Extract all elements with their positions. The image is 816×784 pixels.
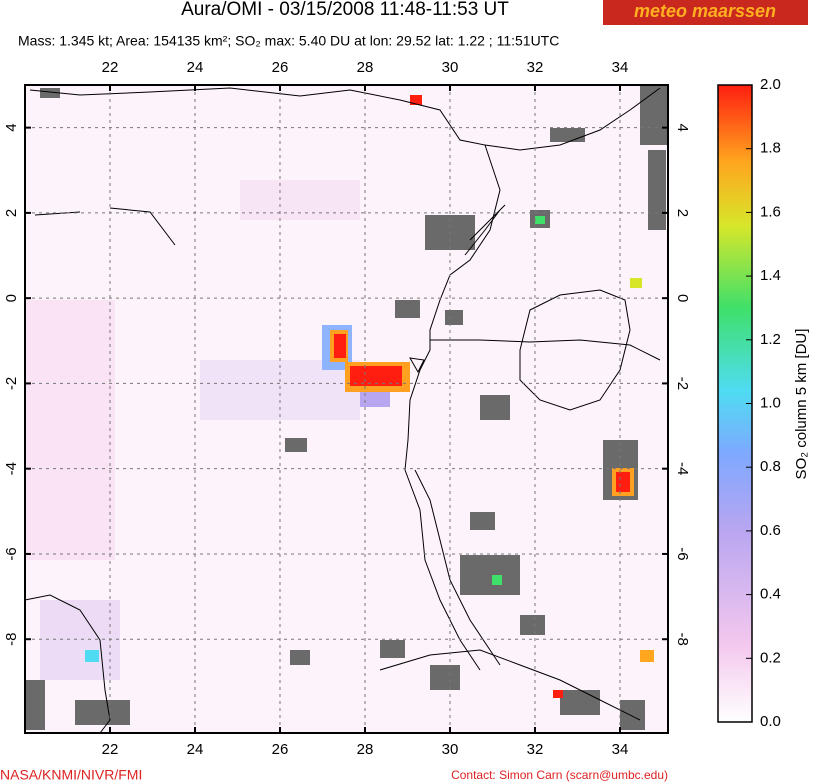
so2-pixel [85, 650, 99, 662]
colorbar-tick-label: 1.8 [760, 140, 781, 157]
border [430, 339, 661, 361]
y-tick-label: -4 [3, 462, 20, 475]
x-tick-label: 30 [442, 59, 459, 76]
x-tick-label: 28 [357, 741, 374, 758]
colorbar-tick-label: 1.0 [760, 394, 781, 411]
noise [240, 180, 360, 220]
cloud [445, 310, 463, 325]
y-tick-label: 2 [3, 209, 20, 217]
cloud [40, 88, 60, 98]
so2-pixel [492, 575, 502, 585]
cloud [550, 128, 585, 142]
border [379, 649, 641, 721]
lake-victoria [519, 289, 631, 411]
cloud [560, 690, 600, 715]
cloud [290, 650, 310, 665]
logo-box [603, 0, 808, 25]
cloud [430, 665, 460, 690]
cloud [395, 300, 420, 318]
y-tick-label: 4 [3, 123, 20, 131]
x-tick-label: 34 [612, 59, 629, 76]
lake-albert [464, 204, 506, 256]
y-tick-label: 0 [674, 294, 691, 302]
so2-pixel [535, 216, 545, 224]
y-tick-label: 4 [674, 123, 691, 131]
y-tick-label: -2 [674, 377, 691, 390]
volcano-marker [409, 357, 425, 374]
x-tick-label: 32 [527, 59, 544, 76]
border [29, 87, 501, 471]
cloud [285, 438, 307, 452]
colorbar-tick-label: 1.6 [760, 203, 781, 220]
noise [25, 300, 115, 560]
cloud [25, 680, 45, 730]
colorbar-label: SO₂ column 5 km [DU] [793, 329, 810, 480]
colorbar-tick-label: 0.6 [760, 522, 781, 539]
x-tick-label: 32 [527, 741, 544, 758]
x-tick-label: 28 [357, 59, 374, 76]
border [484, 87, 661, 151]
so2-pixel [334, 334, 346, 358]
logo: meteo maarssen [634, 1, 776, 21]
map-frame [24, 84, 669, 734]
colorbar-tick-label: 0.2 [760, 649, 781, 666]
so2-pixel [350, 366, 402, 386]
y-tick-label: -8 [674, 633, 691, 646]
colorbar-tick-label: 0.4 [760, 586, 781, 603]
colorbar-tick-label: 2.0 [760, 76, 781, 93]
y-tick-label: 2 [674, 209, 691, 217]
x-tick-label: 26 [272, 741, 289, 758]
contact: Contact: Simon Carn (scarn@umbc.edu) [451, 768, 668, 782]
river [34, 207, 176, 246]
title: Aura/OMI - 03/15/2008 11:48-11:53 UT [181, 0, 509, 20]
so2-pixel [360, 392, 390, 407]
x-tick-label: 22 [102, 59, 119, 76]
x-tick-label: 24 [187, 59, 204, 76]
x-tick-label: 34 [612, 741, 629, 758]
y-tick-label: -8 [3, 633, 20, 646]
x-tick-label: 30 [442, 741, 459, 758]
credit: NASA/KNMI/NIVR/FMI [0, 767, 142, 783]
colorbar-tick-label: 1.2 [760, 331, 781, 348]
so2-pixel [410, 95, 422, 105]
y-tick-label: -4 [674, 462, 691, 475]
y-tick-label: -6 [674, 547, 691, 560]
x-tick-label: 22 [102, 741, 119, 758]
cloud [520, 615, 545, 635]
coastlines [24, 87, 661, 734]
so2-pixel [616, 472, 630, 492]
lake-tanganyika [404, 469, 501, 671]
cloud [620, 700, 645, 730]
cloud [75, 700, 130, 725]
colorbar-tick-label: 1.4 [760, 267, 781, 284]
cloud [480, 395, 510, 420]
cloud [640, 85, 668, 145]
y-tick-label: 0 [3, 294, 20, 302]
map [24, 84, 669, 734]
y-tick-label: -6 [3, 547, 20, 560]
so2-plume [85, 95, 654, 698]
cloud [460, 555, 520, 595]
x-tick-label: 26 [272, 59, 289, 76]
x-tick-label: 24 [187, 741, 204, 758]
cloud [470, 512, 495, 530]
colorbar-tick-label: 0.8 [760, 458, 781, 475]
so2-pixel [630, 278, 642, 288]
noise [40, 600, 120, 680]
so2-pixel [640, 650, 654, 662]
subtitle: Mass: 1.345 kt; Area: 154135 km²; SO₂ ma… [18, 33, 559, 49]
border [24, 594, 111, 734]
y-tick-label: -2 [3, 377, 20, 390]
cloud [380, 640, 405, 658]
colorbar-tick-label: 0.0 [760, 713, 781, 730]
so2-pixel [553, 690, 563, 698]
cloud [648, 150, 666, 230]
